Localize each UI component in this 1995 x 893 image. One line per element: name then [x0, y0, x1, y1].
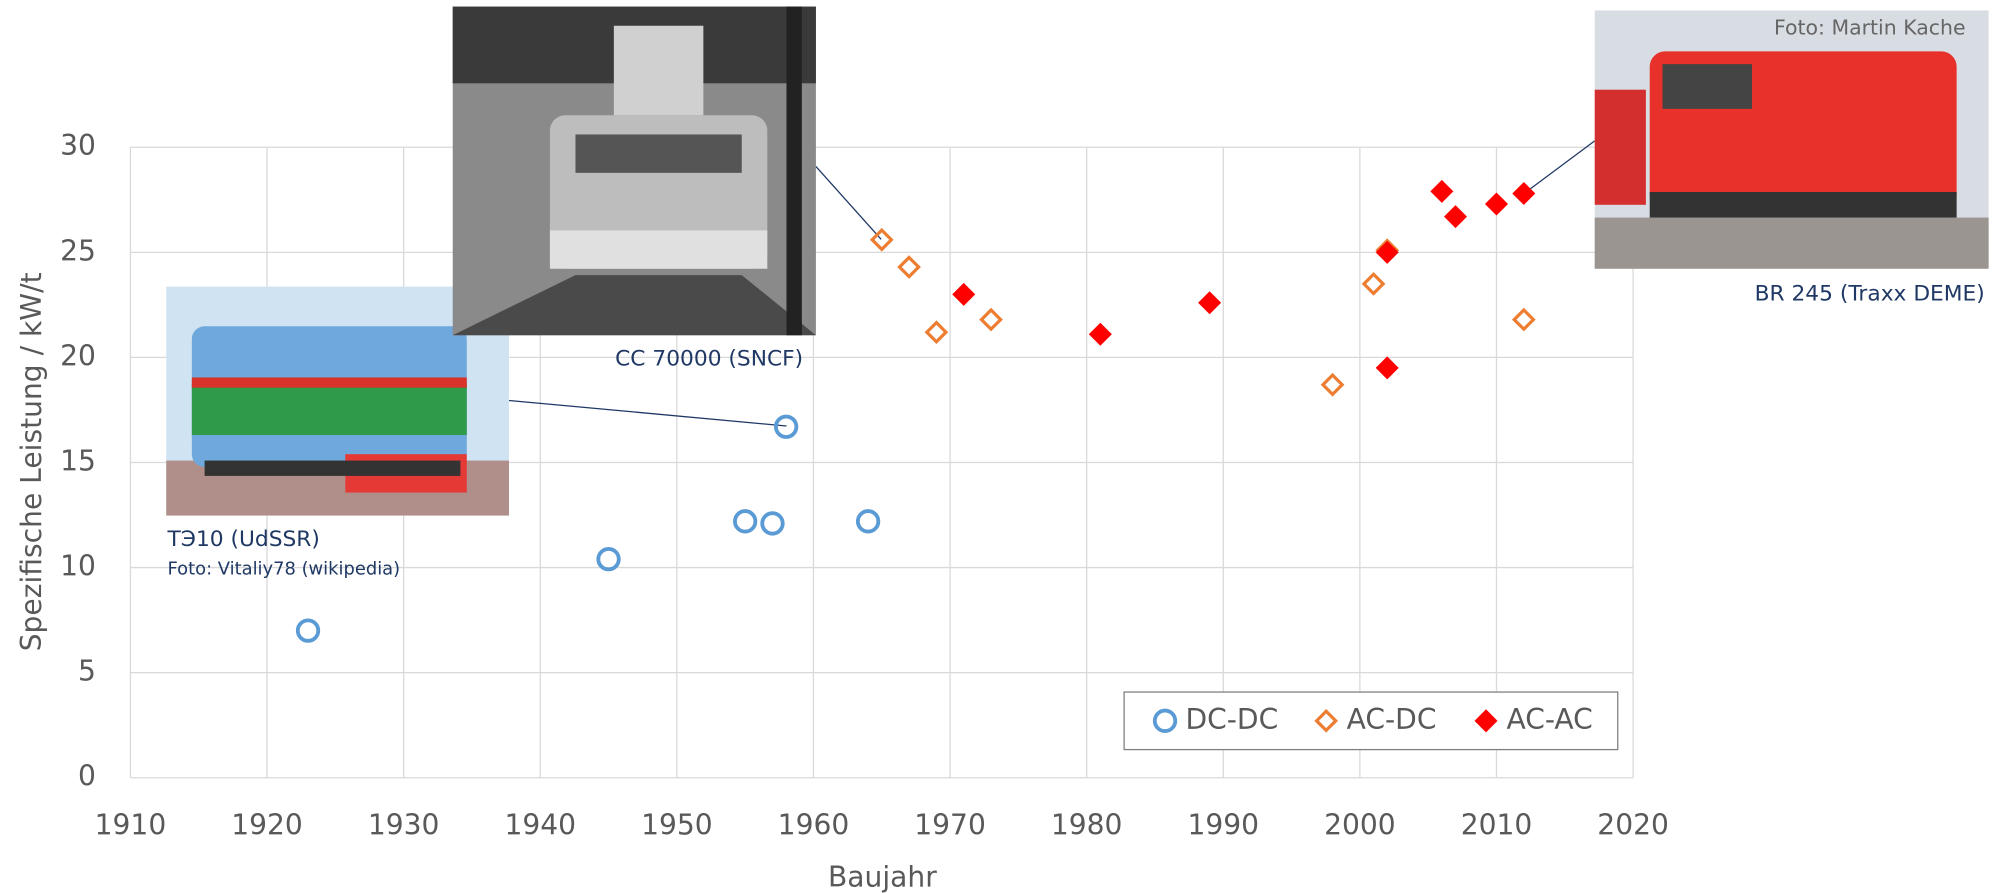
marker: [869, 227, 894, 252]
y-tick-label: 10: [60, 550, 96, 583]
marker: [1443, 205, 1468, 229]
x-tick-label: 1920: [231, 808, 303, 841]
photo-te10: [166, 286, 509, 516]
marker: [1314, 708, 1339, 733]
legend-label: AC-DC: [1347, 703, 1437, 736]
marker: [924, 320, 949, 345]
leader-line: [508, 399, 787, 427]
marker: [1430, 179, 1454, 203]
marker: [733, 509, 758, 534]
x-axis-label: Baujahr: [828, 861, 937, 893]
y-tick-label: 0: [78, 760, 96, 793]
marker: [773, 414, 799, 439]
marker: [596, 547, 621, 572]
y-tick-label: 25: [60, 234, 96, 267]
x-tick-label: 1960: [778, 808, 850, 841]
annotation: Foto: Vitaliy78 (wikipedia): [168, 558, 401, 579]
marker: [1361, 272, 1386, 296]
x-tick-label: 2000: [1324, 808, 1396, 841]
marker: [1484, 192, 1508, 216]
marker: [1198, 291, 1222, 315]
marker: [1152, 708, 1178, 733]
x-tick-label: 1930: [368, 808, 440, 841]
x-tick-label: 1940: [504, 808, 576, 841]
annotation: Foto: Martin Kache: [1774, 15, 1966, 39]
leader-line: [815, 166, 882, 240]
x-tick-label: 1980: [1051, 808, 1123, 841]
legend-label: AC-AC: [1506, 703, 1592, 736]
marker: [1375, 356, 1399, 380]
marker: [952, 282, 976, 306]
x-tick-label: 1970: [914, 808, 986, 841]
y-tick-label: 15: [60, 444, 96, 477]
photo-cc70000: [452, 6, 816, 336]
leader-line: [1524, 140, 1596, 194]
marker: [897, 255, 921, 279]
annotation: BR 245 (Traxx DEME): [1755, 281, 1985, 306]
x-tick-label: 1910: [95, 808, 167, 841]
marker: [1512, 181, 1536, 205]
legend: DC-DC AC-DC AC-AC: [1123, 691, 1619, 751]
annotation: ТЭ10 (UdSSR): [167, 527, 320, 552]
marker: [1088, 322, 1112, 346]
y-axis-label: Spezifische Leistung / kW/t: [15, 272, 48, 651]
marker: [1375, 240, 1399, 264]
marker: [979, 307, 1003, 332]
marker: [1320, 372, 1345, 397]
x-tick-label: 2020: [1597, 808, 1669, 841]
x-tick-label: 1990: [1187, 808, 1259, 841]
marker: [760, 511, 785, 536]
y-tick-label: 30: [60, 129, 96, 162]
marker: [1511, 307, 1536, 332]
legend-box: [1123, 691, 1619, 751]
x-tick-label: 2010: [1461, 808, 1533, 841]
legend-label: DC-DC: [1185, 703, 1278, 736]
annotation: CC 70000 (SNCF): [615, 347, 803, 372]
marker: [295, 618, 321, 643]
marker: [1474, 709, 1498, 733]
x-tick-label: 1950: [641, 808, 713, 841]
y-tick-label: 20: [60, 339, 96, 372]
y-tick-label: 5: [78, 655, 96, 688]
marker: [855, 509, 881, 534]
photo-br245: [1594, 10, 1989, 269]
